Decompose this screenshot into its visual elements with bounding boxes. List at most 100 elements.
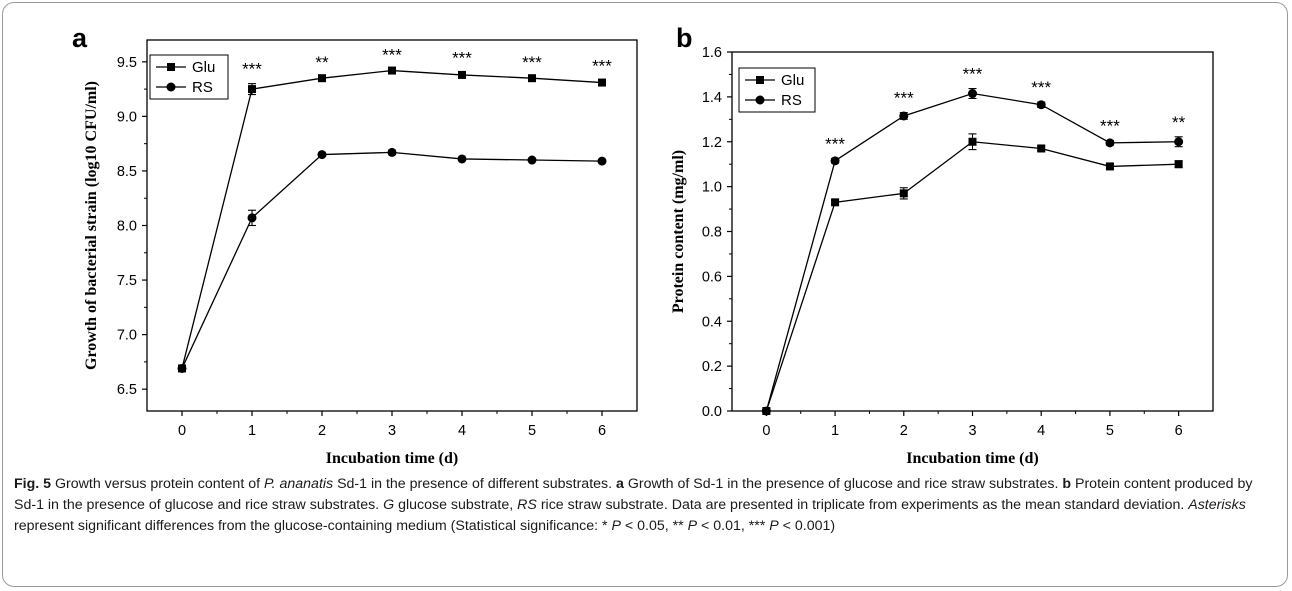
legend-marker (167, 63, 175, 71)
significance-label: *** (1031, 78, 1051, 97)
y-tick-label: 7.0 (117, 328, 137, 344)
legend-box (149, 54, 229, 100)
x-tick-label: 6 (1175, 423, 1183, 439)
x-tick-label: 6 (598, 423, 606, 439)
significance-label: *** (963, 65, 983, 84)
y-tick-label: 0.6 (702, 269, 722, 285)
data-point (968, 137, 977, 146)
x-tick-label: 4 (458, 423, 466, 439)
legend-marker (756, 76, 764, 84)
legend-label: RS (781, 92, 802, 109)
y-tick-label: 6.5 (117, 382, 137, 398)
significance-label: *** (242, 60, 262, 79)
figure-caption: Fig. 5 Growth versus protein content of … (14, 474, 1272, 537)
data-point (899, 111, 909, 121)
series-line (181, 151, 603, 369)
caption-p-symbol: P (611, 518, 621, 534)
caption-text-3: Growth of Sd-1 in the presence of glucos… (623, 476, 1063, 492)
data-point (247, 213, 257, 223)
legend-label: Glu (192, 59, 215, 76)
y-tick-label: 0.8 (702, 225, 722, 241)
caption-abbr-rs: RS (517, 497, 537, 513)
series-rs (177, 147, 607, 373)
panel-label: b (676, 23, 693, 53)
data-point (317, 150, 327, 160)
y-tick-label: 8.5 (117, 164, 137, 180)
y-tick-label: 1.4 (702, 90, 722, 106)
caption-p-symbol: P (687, 518, 698, 534)
y-tick-label: 1.6 (702, 45, 722, 61)
data-point (1174, 160, 1183, 169)
data-point (598, 78, 606, 87)
y-tick-label: 1.2 (702, 135, 722, 151)
significance-label: *** (522, 53, 542, 72)
caption-text-10: < 0.001) (778, 518, 836, 534)
x-axis-label: Incubation time (d) (326, 450, 458, 467)
data-point (527, 155, 537, 165)
legend-marker (755, 95, 765, 105)
data-point (528, 74, 536, 83)
legend-label: RS (192, 79, 213, 96)
data-point (1037, 144, 1046, 153)
data-point (831, 198, 840, 207)
x-tick-label: 5 (528, 423, 536, 439)
data-point (388, 66, 396, 75)
x-tick-label: 2 (318, 423, 326, 439)
caption-text-1: Growth versus protein content of (51, 476, 264, 492)
series-line (765, 141, 1179, 412)
y-tick-label: 0.2 (702, 359, 722, 375)
series-line (181, 69, 603, 369)
x-tick-label: 2 (900, 423, 908, 439)
data-point (1174, 137, 1184, 147)
y-tick-label: 1.0 (702, 180, 722, 196)
x-tick-label: 3 (388, 423, 396, 439)
caption-p-symbol: P (769, 518, 779, 534)
caption-text-7: represent significant differences from t… (14, 518, 612, 534)
caption-text-8: < 0.05, ** (620, 518, 688, 534)
x-tick-label: 4 (1037, 423, 1045, 439)
y-tick-label: 0.0 (702, 404, 722, 420)
y-tick-label: 9.5 (117, 55, 137, 71)
caption-text-9: < 0.01, *** (697, 518, 770, 534)
legend-box (738, 67, 816, 113)
data-point (597, 156, 607, 166)
series-glu (178, 66, 606, 373)
data-point (830, 156, 840, 166)
y-tick-label: 7.5 (117, 273, 137, 289)
y-axis-label: Protein content (mg/ml) (670, 150, 687, 313)
data-point (968, 89, 977, 99)
caption-panel-a: a (616, 476, 624, 492)
data-point (387, 147, 397, 157)
x-tick-label: 1 (831, 423, 839, 439)
legend-marker (166, 82, 176, 92)
y-axis-label: Growth of bacterial strain (log10 CFU/ml… (83, 81, 100, 370)
significance-label: ** (315, 53, 329, 72)
y-tick-label: 8.0 (117, 219, 137, 235)
x-axis-label: Incubation time (d) (906, 450, 1038, 467)
significance-label: *** (592, 56, 612, 75)
significance-label: ** (1172, 113, 1186, 132)
caption-text-6: rice straw substrate. Data are presented… (536, 497, 1189, 513)
legend: Glu RS (738, 67, 816, 113)
data-point (1105, 162, 1114, 171)
significance-label: *** (1100, 117, 1120, 136)
significance-label: *** (894, 89, 914, 108)
caption-fig-label: Fig. 5 (14, 476, 52, 492)
legend: Glu RS (149, 54, 229, 100)
y-tick-label: 9.0 (117, 109, 137, 125)
x-tick-label: 0 (178, 423, 186, 439)
data-point (899, 189, 908, 198)
chart-panel-a: a 0 1 2 3 4 5 6 6.5 7.0 7.5 8.0 8.5 9.0 9.5 Incubation … (72, 23, 638, 467)
caption-abbr-g: G (383, 497, 395, 513)
data-point (177, 363, 187, 373)
x-tick-label: 1 (248, 423, 256, 439)
data-point (318, 74, 326, 83)
caption-organism: P. ananatis (263, 476, 334, 492)
data-point (761, 406, 771, 416)
y-tick-label: 0.4 (702, 314, 722, 330)
data-point (1036, 100, 1046, 110)
significance-label: *** (825, 135, 845, 154)
series-rs (761, 88, 1184, 416)
significance-label: *** (452, 49, 472, 68)
